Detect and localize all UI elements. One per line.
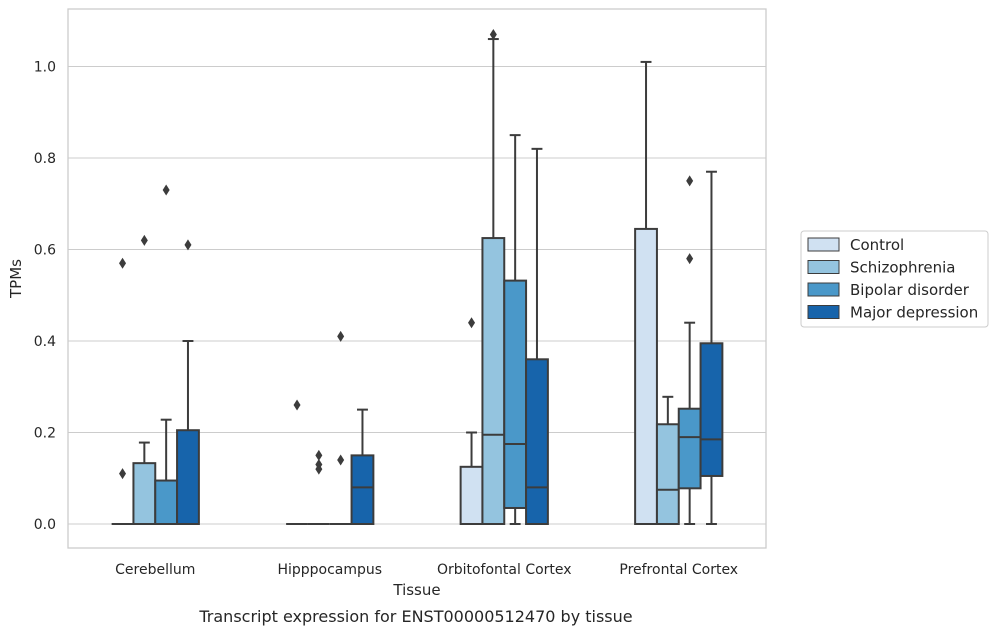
box-body bbox=[459, 465, 484, 525]
outlier-point bbox=[140, 234, 148, 246]
outlier-point bbox=[337, 330, 345, 342]
legend-label: Control bbox=[850, 236, 904, 254]
box-bipolar-disorder bbox=[503, 134, 528, 525]
outlier-point bbox=[337, 454, 345, 466]
y-tick-label: 0.6 bbox=[34, 243, 56, 259]
outlier-point bbox=[315, 463, 323, 475]
outlier-point bbox=[468, 317, 476, 329]
chart-caption: Transcript expression for ENST0000051247… bbox=[198, 607, 632, 626]
legend-swatch bbox=[807, 305, 840, 319]
box-body bbox=[176, 429, 200, 525]
outlier-point bbox=[162, 184, 170, 196]
x-axis-label: Tissue bbox=[392, 581, 440, 599]
legend: Control Schizophrenia Bipolar disorder Majo… bbox=[800, 230, 989, 328]
box-control bbox=[111, 257, 134, 525]
box-bipolar-disorder bbox=[154, 184, 179, 526]
legend-swatch bbox=[807, 237, 840, 252]
box-body bbox=[132, 462, 157, 525]
box-schizophrenia bbox=[307, 449, 330, 525]
outlier-point bbox=[686, 253, 694, 265]
box-major-depression bbox=[699, 170, 724, 525]
box-body bbox=[699, 342, 724, 477]
y-tick-label: 0.0 bbox=[34, 517, 56, 533]
legend-label: Bipolar disorder bbox=[850, 281, 970, 299]
outlier-point bbox=[686, 175, 694, 187]
plot-frame bbox=[67, 8, 767, 549]
box-bipolar-disorder bbox=[329, 330, 352, 525]
y-axis-label: TPMs bbox=[7, 259, 25, 299]
y-tick-label: 0.2 bbox=[34, 426, 56, 442]
outlier-point bbox=[119, 257, 127, 269]
box-body bbox=[525, 358, 549, 525]
box-major-depression bbox=[525, 147, 549, 525]
legend-swatch bbox=[807, 282, 840, 297]
outlier-point bbox=[184, 239, 192, 251]
x-tick-label: Hipppocampus bbox=[277, 562, 382, 578]
box-body bbox=[655, 423, 680, 526]
box-bipolar-disorder bbox=[677, 175, 702, 525]
x-tick-label: Prefrontal Cortex bbox=[619, 562, 738, 578]
x-tick-label: Cerebellum bbox=[115, 562, 195, 578]
box-control bbox=[634, 60, 658, 525]
x-tick-labels: Cerebellum Hipppocampus Orbitofontal Corte… bbox=[115, 562, 738, 578]
outlier-point bbox=[293, 399, 301, 411]
y-tick-label: 0.4 bbox=[34, 334, 56, 350]
box-control bbox=[286, 399, 308, 525]
y-tick-label: 1.0 bbox=[34, 60, 56, 76]
box-schizophrenia bbox=[481, 28, 506, 525]
box-schizophrenia bbox=[655, 395, 680, 526]
legend-frame bbox=[800, 230, 989, 328]
outlier-point bbox=[315, 449, 323, 461]
box-major-depression bbox=[176, 239, 200, 525]
box-body bbox=[481, 237, 506, 525]
box-body bbox=[154, 479, 179, 526]
box-control bbox=[459, 317, 484, 525]
outlier-point bbox=[489, 28, 497, 40]
box-layer bbox=[111, 28, 724, 526]
box-schizophrenia bbox=[132, 234, 157, 525]
legend-swatch bbox=[807, 260, 840, 274]
legend-label: Major depression bbox=[850, 304, 978, 322]
box-body bbox=[634, 227, 658, 525]
y-tick-labels: 0.0 0.2 0.4 0.6 0.8 1.0 bbox=[34, 60, 56, 534]
outlier-point bbox=[119, 468, 127, 480]
box-major-depression bbox=[350, 408, 375, 525]
y-tick-label: 0.8 bbox=[34, 151, 56, 167]
box-body bbox=[503, 279, 528, 509]
x-tick-label: Orbitofontal Cortex bbox=[437, 562, 572, 578]
box-body bbox=[350, 454, 375, 525]
box-body bbox=[677, 407, 702, 490]
legend-label: Schizophrenia bbox=[850, 259, 955, 277]
